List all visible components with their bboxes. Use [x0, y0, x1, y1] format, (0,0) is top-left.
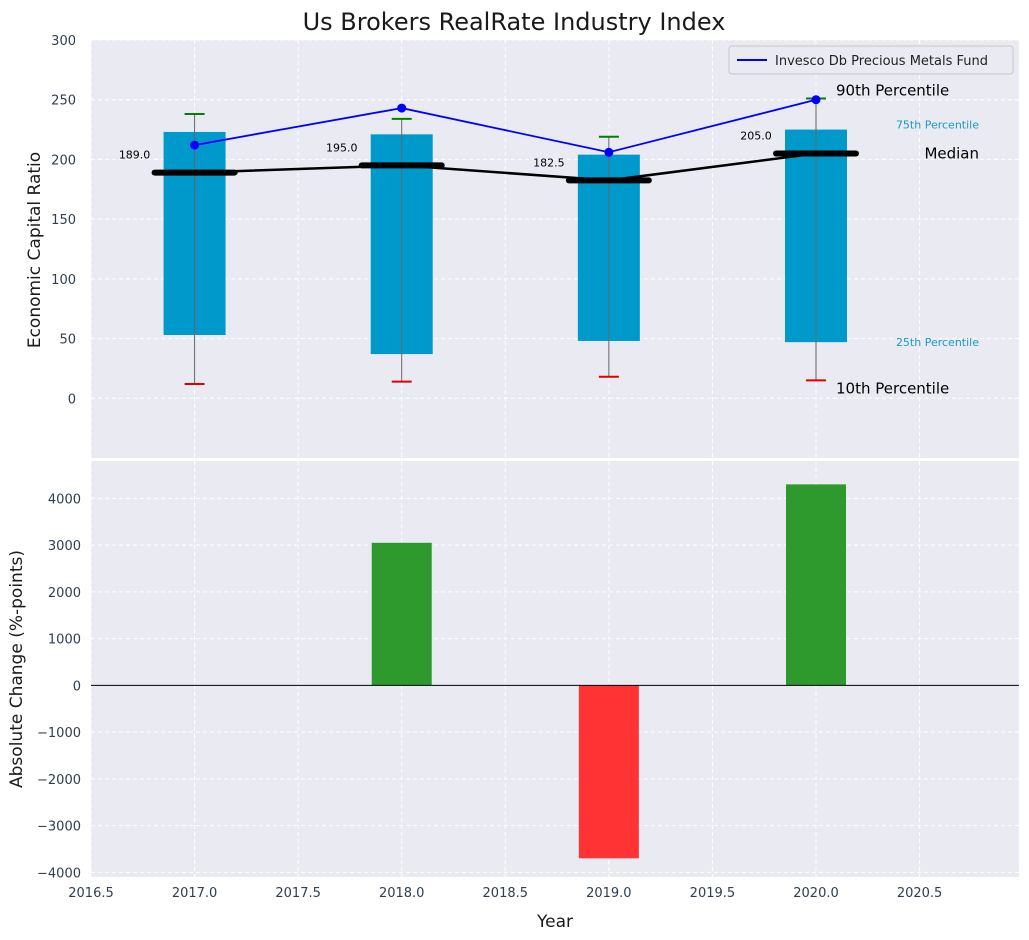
- top-marks: 189.0 195.0 182.5 205.0: [119, 95, 859, 385]
- x-tick-label: 2019.0: [586, 886, 632, 901]
- bottom-y-tick-label: 3000: [48, 539, 81, 554]
- series-point: [604, 147, 614, 157]
- annotation-10th: 10th Percentile: [836, 379, 949, 397]
- bottom-y-tick-label: 4000: [48, 492, 81, 507]
- top-y-tick-label: 250: [51, 94, 76, 109]
- x-axis-label: Year: [536, 912, 573, 932]
- median-value-label: 182.5: [533, 156, 565, 169]
- annotation-75th: 75th Percentile: [896, 119, 979, 132]
- bottom-panel-background: [91, 461, 1019, 877]
- x-tick-label: 2018.5: [483, 886, 529, 901]
- negative-change-bar: [578, 685, 639, 859]
- bottom-y-tick-label: −1000: [37, 726, 81, 741]
- bottom-y-tick-label: 1000: [48, 633, 81, 648]
- x-tick-label: 2017.5: [275, 886, 321, 901]
- top-y-tick-label: 150: [51, 213, 76, 228]
- positive-change-bar: [371, 542, 432, 686]
- median-trend-line: [194, 152, 817, 182]
- top-panel: 0 50 100 150 200 250 300 Economic Capital Rati…: [25, 34, 1019, 458]
- legend-box: [728, 45, 1014, 75]
- series-point: [811, 95, 821, 105]
- bottom-y-axis-label: Absolute Change (%-points): [7, 550, 27, 788]
- bottom-y-ticks: −4000 −3000 −2000 −1000 0 1000 2000 3000 4000: [37, 492, 81, 881]
- bottom-marks: [91, 484, 1019, 859]
- series-point: [397, 103, 407, 113]
- top-y-tick-label: 50: [59, 333, 76, 348]
- top-y-tick-label: 200: [51, 153, 76, 168]
- chart-title: Us Brokers RealRate Industry Index: [303, 8, 726, 36]
- percentile-annotations: 90th Percentile 75th Percentile Median 25th…: [836, 82, 979, 398]
- x-ticks: 2016.5 2017.0 2017.5 2018.0 2018.5 2019.0 2019…: [68, 886, 942, 901]
- series-line: [194, 98, 817, 154]
- top-y-axis-label: Economic Capital Ratio: [25, 152, 45, 348]
- annotation-median: Median: [924, 144, 979, 162]
- x-tick-label: 2016.5: [68, 886, 114, 901]
- top-y-tick-label: 100: [51, 273, 76, 288]
- legend: Invesco Db Precious Metals Fund: [728, 45, 1014, 75]
- median-value-label: 205.0: [740, 129, 772, 142]
- bottom-y-tick-label: −3000: [37, 820, 81, 835]
- x-tick-label: 2017.0: [172, 886, 218, 901]
- bottom-y-tick-label: −2000: [37, 773, 81, 788]
- top-y-ticks: 0 50 100 150 200 250 300: [51, 34, 76, 407]
- legend-label: Invesco Db Precious Metals Fund: [775, 54, 988, 69]
- bottom-y-tick-label: −4000: [37, 866, 81, 881]
- bottom-panel: −4000 −3000 −2000 −1000 0 1000 2000 3000 4000 20…: [7, 461, 1019, 932]
- top-panel-background: [91, 40, 1019, 458]
- series-point: [190, 140, 200, 150]
- x-tick-label: 2018.0: [379, 886, 425, 901]
- x-tick-label: 2019.5: [690, 886, 736, 901]
- annotation-90th: 90th Percentile: [836, 82, 949, 100]
- x-tick-label: 2020.5: [897, 886, 943, 901]
- positive-change-bar: [786, 484, 846, 686]
- x-tick-label: 2020.0: [793, 886, 839, 901]
- bottom-y-tick-label: 0: [73, 679, 81, 694]
- annotation-25th: 25th Percentile: [896, 336, 979, 349]
- bottom-y-tick-label: 2000: [48, 586, 81, 601]
- top-grid: [90, 39, 1019, 458]
- top-y-tick-label: 300: [51, 34, 76, 49]
- median-value-label: 195.0: [326, 141, 358, 154]
- median-value-label: 189.0: [119, 149, 151, 162]
- top-y-tick-label: 0: [68, 392, 76, 407]
